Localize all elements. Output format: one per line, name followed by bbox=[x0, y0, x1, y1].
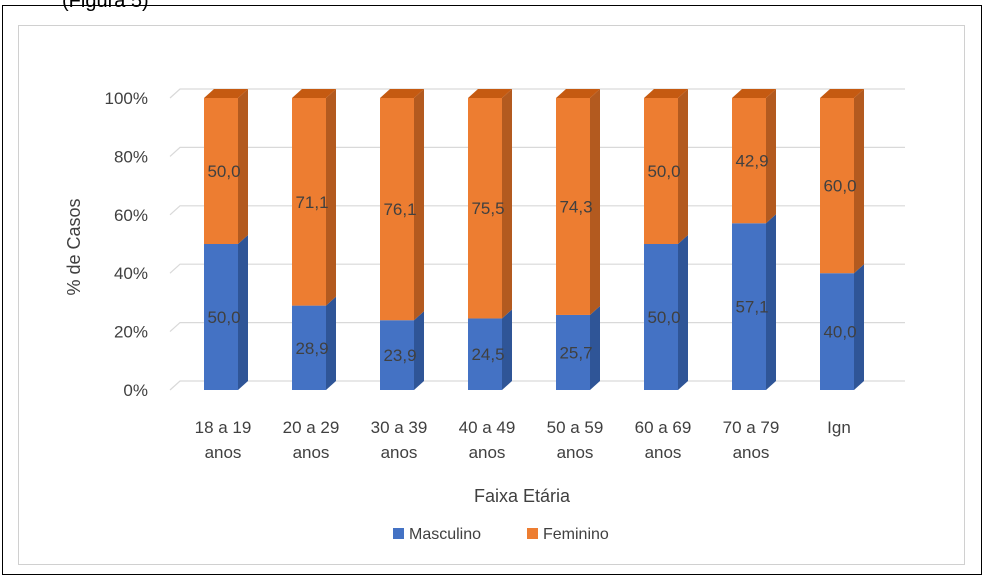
data-label-masculino: 57,1 bbox=[735, 298, 768, 317]
bar-feminino-side bbox=[502, 89, 512, 319]
x-tick-label: 40 a 49 bbox=[459, 418, 516, 437]
bar-feminino-top bbox=[380, 89, 424, 98]
gridline bbox=[169, 88, 905, 99]
bar-masculino-side bbox=[414, 311, 424, 390]
gridline bbox=[169, 380, 905, 391]
bar-feminino-side bbox=[590, 89, 600, 315]
bar-masculino-side bbox=[766, 214, 776, 390]
data-label-masculino: 23,9 bbox=[383, 346, 416, 365]
gridline bbox=[169, 205, 905, 216]
x-tick-label: anos bbox=[381, 443, 418, 462]
x-tick-label: anos bbox=[557, 443, 594, 462]
data-label-feminino: 60,0 bbox=[823, 177, 856, 196]
bar-feminino-front bbox=[820, 98, 854, 274]
bar-masculino-front bbox=[468, 318, 502, 390]
x-tick-label: 30 a 39 bbox=[371, 418, 428, 437]
gridline bbox=[169, 146, 905, 157]
bar-masculino-side bbox=[326, 296, 336, 390]
x-tick-label: 70 a 79 bbox=[723, 418, 780, 437]
bar-masculino-side bbox=[854, 264, 864, 390]
bar-feminino-top bbox=[644, 89, 688, 98]
x-tick-label: anos bbox=[293, 443, 330, 462]
bar-feminino-top bbox=[556, 89, 600, 98]
bar-masculino-front bbox=[556, 314, 590, 390]
bar-feminino-side bbox=[326, 89, 336, 306]
data-label-feminino: 71,1 bbox=[295, 193, 328, 212]
x-tick-label: anos bbox=[645, 443, 682, 462]
data-label-masculino: 50,0 bbox=[647, 308, 680, 327]
gridline bbox=[169, 322, 905, 333]
bar-masculino-front bbox=[292, 305, 326, 390]
bar-feminino-top bbox=[292, 89, 336, 98]
x-axis-title: Faixa Etária bbox=[474, 486, 571, 506]
bar-feminino-side bbox=[766, 89, 776, 224]
data-label-masculino: 25,7 bbox=[559, 343, 592, 362]
data-label-masculino: 50,0 bbox=[207, 308, 240, 327]
bar-feminino-top bbox=[820, 89, 864, 98]
data-labels: 50,0 50,0 28,9 71,1 23,9 76,1 24,5 75,5 25,7 74,3… bbox=[207, 152, 856, 365]
legend-label-masculino: Masculino bbox=[409, 526, 481, 543]
legend: Masculino Feminino bbox=[393, 526, 609, 543]
bar-masculino-side bbox=[590, 305, 600, 390]
bar-feminino-side bbox=[414, 89, 424, 321]
y-axis-title: % de Casos bbox=[64, 198, 84, 295]
top-caption-fragment: (Figura 5) bbox=[62, 0, 149, 12]
bar-masculino-front bbox=[380, 320, 414, 390]
x-tick-label: 18 a 19 bbox=[195, 418, 252, 437]
figure-frame bbox=[2, 5, 982, 575]
y-tick-label: 20% bbox=[114, 323, 148, 342]
data-label-feminino: 50,0 bbox=[647, 162, 680, 181]
bars bbox=[204, 89, 864, 390]
bar-feminino-top bbox=[204, 89, 248, 98]
bar-feminino-front bbox=[468, 98, 502, 319]
bar-masculino-front bbox=[204, 244, 238, 390]
y-tick-label: 40% bbox=[114, 264, 148, 283]
legend-swatch-masculino bbox=[393, 528, 404, 539]
legend-label-feminino: Feminino bbox=[543, 526, 609, 543]
legend-swatch-feminino bbox=[527, 528, 538, 539]
y-tick-label: 100% bbox=[105, 89, 148, 108]
bar-masculino-front bbox=[644, 244, 678, 390]
bar-feminino-side bbox=[678, 89, 688, 244]
y-axis-ticks: 0% 20% 40% 60% 80% 100% bbox=[105, 89, 148, 400]
data-label-feminino: 50,0 bbox=[207, 162, 240, 181]
y-tick-label: 60% bbox=[114, 206, 148, 225]
bar-masculino-side bbox=[678, 235, 688, 390]
bar-feminino-side bbox=[238, 89, 248, 244]
x-tick-label: anos bbox=[733, 443, 770, 462]
bar-masculino-front bbox=[732, 223, 766, 390]
x-tick-label: Ign bbox=[827, 418, 851, 437]
bar-masculino-side bbox=[238, 235, 248, 390]
x-tick-label: anos bbox=[205, 443, 242, 462]
data-label-feminino: 42,9 bbox=[735, 152, 768, 171]
x-tick-label: 60 a 69 bbox=[635, 418, 692, 437]
gridlines bbox=[169, 88, 905, 391]
bar-feminino-front bbox=[644, 98, 678, 244]
bar-masculino-side bbox=[502, 309, 512, 390]
x-tick-label: 20 a 29 bbox=[283, 418, 340, 437]
x-axis-ticks: 18 a 19 anos 20 a 29 anos 30 a 39 anos 40 a 49… bbox=[195, 418, 851, 462]
data-label-feminino: 76,1 bbox=[383, 200, 416, 219]
y-tick-label: 80% bbox=[114, 147, 148, 166]
data-label-masculino: 40,0 bbox=[823, 323, 856, 342]
gridline bbox=[169, 263, 905, 274]
bar-feminino-front bbox=[204, 98, 238, 244]
data-label-masculino: 24,5 bbox=[471, 345, 504, 364]
data-label-feminino: 74,3 bbox=[559, 197, 592, 216]
bar-feminino-top bbox=[468, 89, 512, 98]
data-label-masculino: 28,9 bbox=[295, 339, 328, 358]
bar-feminino-front bbox=[732, 98, 766, 224]
bar-masculino-front bbox=[820, 273, 854, 390]
data-label-feminino: 75,5 bbox=[471, 199, 504, 218]
bar-feminino-front bbox=[556, 98, 590, 315]
x-tick-label: anos bbox=[469, 443, 506, 462]
bar-feminino-front bbox=[292, 98, 326, 306]
x-tick-label: 50 a 59 bbox=[547, 418, 604, 437]
bar-feminino-front bbox=[380, 98, 414, 321]
bar-feminino-side bbox=[854, 89, 864, 274]
y-tick-label: 0% bbox=[123, 381, 148, 400]
chart-area-border bbox=[18, 25, 965, 565]
bar-feminino-top bbox=[732, 89, 776, 98]
